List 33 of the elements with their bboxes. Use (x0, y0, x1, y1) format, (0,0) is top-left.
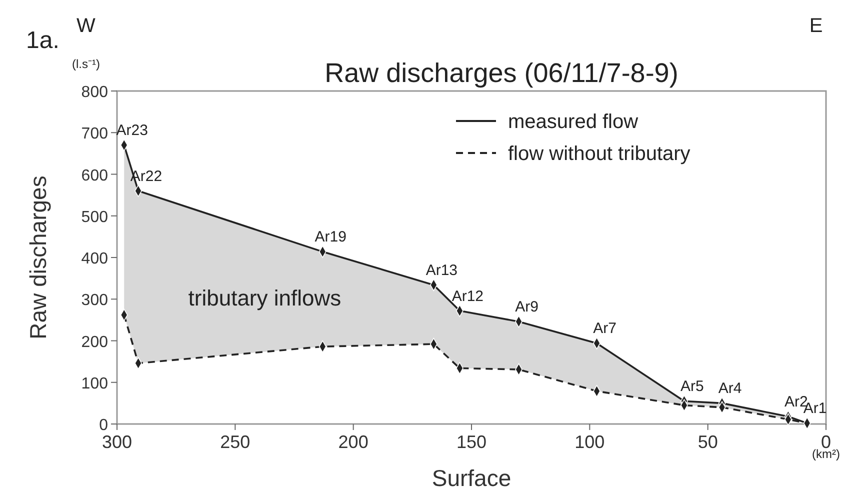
y-tick-label: 0 (99, 417, 108, 434)
x-tick-label: 300 (102, 432, 132, 452)
legend-label: flow without tributary (508, 143, 690, 165)
x-tick-label: 100 (574, 432, 605, 452)
annotation: Ar23 (116, 122, 148, 140)
y-tick-label: 200 (81, 334, 108, 351)
annotation: Ar19 (314, 228, 346, 246)
x-tick-label: 200 (338, 432, 368, 452)
x-tick-label: 250 (220, 432, 250, 452)
annotation: Ar12 (452, 288, 484, 305)
x-tick-label: 150 (456, 432, 487, 452)
text: E (809, 15, 823, 37)
x-axis-title: Surface (432, 465, 512, 491)
chart-title: Raw discharges (06/11/7-8-9) (324, 58, 678, 88)
y-tick-label: 500 (81, 208, 108, 226)
annotation: tributary inflows (188, 285, 342, 310)
annotation: Ar9 (515, 298, 538, 316)
text: (l.s⁻¹) (72, 57, 100, 71)
y-tick-label: 800 (81, 84, 108, 101)
y-tick-label: 300 (81, 292, 108, 310)
legend-label: measured flow (508, 111, 639, 133)
y-axis-title: Raw discharges (25, 176, 51, 340)
x-tick-label: 50 (698, 432, 718, 452)
y-tick-label: 400 (81, 250, 108, 268)
text: W (76, 15, 96, 37)
annotation: Ar5 (680, 378, 704, 396)
text: 1a. (26, 27, 60, 54)
y-tick-label: 700 (81, 126, 108, 143)
y-tick-label: 600 (81, 167, 108, 184)
annotation: Ar13 (426, 262, 458, 279)
annotation: Ar4 (718, 380, 742, 398)
y-tick-label: 100 (81, 375, 108, 392)
annotation: Ar7 (593, 320, 616, 338)
